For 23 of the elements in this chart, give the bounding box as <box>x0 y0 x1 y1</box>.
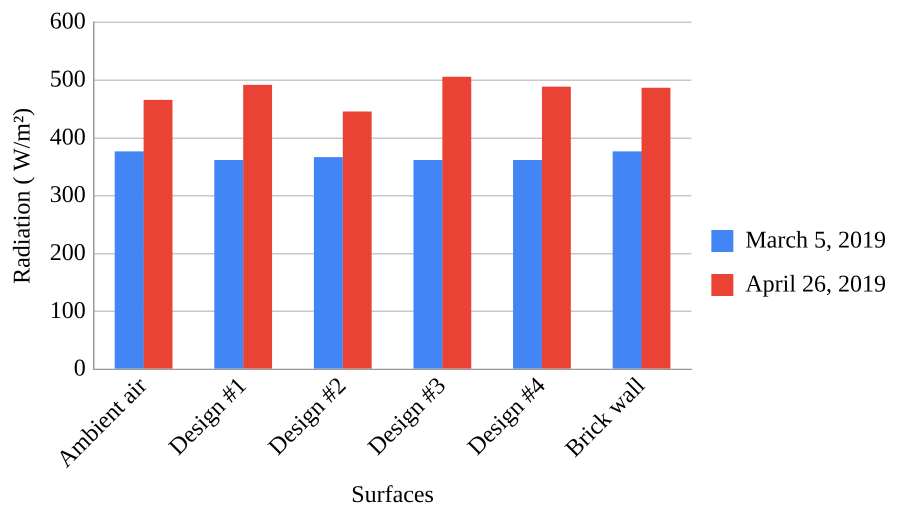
bar <box>542 86 571 369</box>
y-tick-label: 500 <box>50 66 86 93</box>
y-tick-label: 400 <box>50 124 86 150</box>
y-tick-label: 300 <box>50 182 86 208</box>
bar <box>442 76 472 369</box>
bar <box>243 84 272 369</box>
legend-label: March 5, 2019 <box>745 227 886 254</box>
legend-label: April 26, 2019 <box>745 271 886 298</box>
y-tick-label: 0 <box>74 356 86 382</box>
bar <box>342 111 372 369</box>
bar <box>413 160 442 369</box>
bar <box>144 100 172 369</box>
y-tick-label: 200 <box>50 240 86 266</box>
y-tick-label: 600 <box>50 8 86 35</box>
y-tick-label: 100 <box>50 298 86 324</box>
bar <box>214 160 244 369</box>
bar <box>642 88 670 369</box>
y-axis-title: Radiation ( W/m²) <box>10 108 36 284</box>
x-axis-title: Surfaces <box>351 482 434 508</box>
bar <box>513 160 542 369</box>
bar <box>612 151 642 369</box>
bar <box>314 157 343 369</box>
bar <box>114 151 144 369</box>
